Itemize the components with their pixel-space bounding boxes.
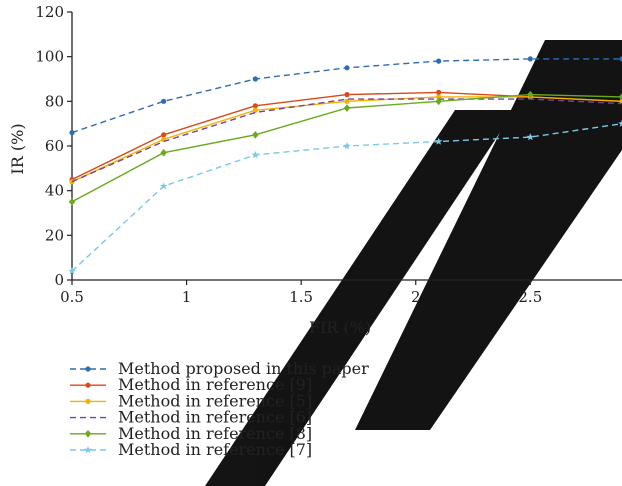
- data-point: [69, 179, 75, 185]
- legend-item: Method in reference [6]: [70, 408, 312, 427]
- legend-label: Method in reference [5]: [118, 391, 312, 410]
- series-4: [71, 98, 622, 183]
- y-tick-label: 0: [54, 271, 64, 289]
- data-point: [618, 93, 622, 101]
- data-point: [252, 131, 259, 139]
- data-point: [436, 89, 442, 95]
- data-point: [343, 104, 351, 112]
- data-point: [344, 98, 350, 104]
- data-point: [435, 97, 442, 106]
- data-point: [68, 198, 76, 206]
- axes: 0 20 40 60 80 100 120 0.5 1 1.5 2 2.5: [35, 3, 622, 306]
- legend-label: Method proposed in this paper: [118, 359, 369, 378]
- data-point: [436, 58, 442, 64]
- legend-marker: [84, 446, 92, 454]
- legend-label: Method in reference [6]: [118, 408, 312, 427]
- watermark-stripes: [205, 40, 622, 486]
- legend-label: Method in reference [7]: [118, 440, 312, 459]
- y-tick-label: 120: [35, 3, 64, 21]
- data-point: [434, 137, 443, 145]
- data-point: [619, 56, 622, 62]
- data-point: [252, 107, 258, 113]
- x-tick-label: 2.5: [518, 288, 542, 306]
- data-point: [526, 133, 535, 141]
- data-point: [618, 119, 622, 127]
- data-point: [69, 130, 75, 136]
- data-point: [619, 98, 622, 104]
- data-point: [344, 92, 350, 98]
- series-6: [68, 119, 622, 275]
- series-5: [68, 90, 622, 206]
- legend-marker: [85, 366, 91, 372]
- data-point: [252, 76, 258, 82]
- x-tick-label: 0.5: [60, 288, 84, 306]
- legend-marker: [84, 430, 92, 438]
- data-point: [251, 150, 260, 159]
- data-point: [161, 132, 167, 138]
- data-point: [161, 98, 167, 104]
- data-point: [436, 94, 442, 100]
- x-tick-label: 1: [182, 288, 192, 306]
- legend-item: Method proposed in this paper: [70, 359, 369, 378]
- x-axis-title: FIR (%): [309, 318, 371, 337]
- y-axis-title: IR (%): [8, 123, 27, 174]
- x-tick-label: 1.5: [289, 288, 313, 306]
- series-line: [71, 98, 622, 183]
- data-point: [159, 182, 168, 190]
- series-1: [69, 56, 622, 136]
- data-point: [343, 142, 351, 150]
- legend-marker: [85, 382, 91, 388]
- x-tick-label: 2: [411, 288, 421, 306]
- data-point: [160, 148, 167, 157]
- y-tick-label: 80: [45, 92, 64, 110]
- legend-item: Method in reference [8]: [70, 424, 312, 443]
- data-point: [527, 56, 533, 62]
- y-tick-label: 40: [45, 182, 64, 200]
- legend-item: Method in reference [9]: [70, 375, 312, 394]
- legend-item: Method in reference [5]: [70, 391, 312, 410]
- y-tick-label: 100: [35, 48, 64, 66]
- y-tick-label: 20: [45, 226, 64, 244]
- data-point: [252, 103, 258, 109]
- data-point: [527, 90, 534, 99]
- y-tick-label: 60: [45, 137, 64, 155]
- data-point: [344, 65, 350, 71]
- series-layer: [68, 56, 622, 275]
- legend-marker: [85, 398, 91, 404]
- legend-label: Method in reference [8]: [118, 424, 312, 443]
- data-point: [68, 267, 76, 275]
- legend-item: Method in reference [7]: [70, 440, 312, 459]
- legend-label: Method in reference [9]: [118, 375, 312, 394]
